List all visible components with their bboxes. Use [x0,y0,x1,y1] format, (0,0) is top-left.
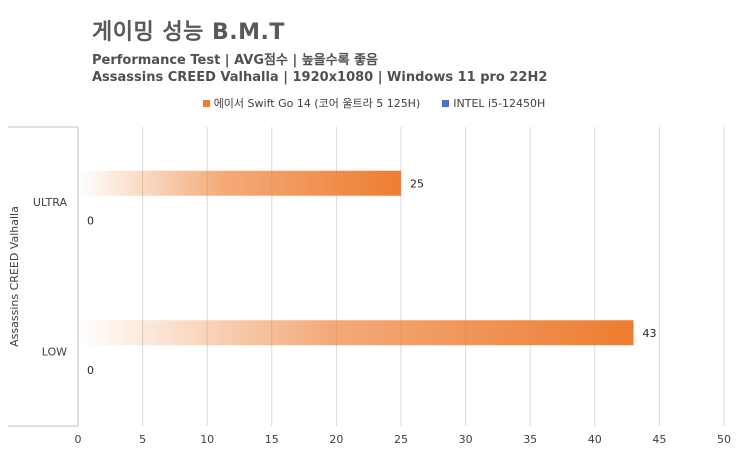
legend-item-series-1: 에이서 Swift Go 14 (코어 울트라 5 125H) [202,95,421,111]
x-tick-label: 40 [588,433,602,446]
data-label-series-1-low: 43 [643,327,657,340]
chart-legend: 에이서 Swift Go 14 (코어 울트라 5 125H) INTEL i5… [0,95,748,111]
x-tick-label: 30 [459,433,473,446]
legend-label-series-1: 에이서 Swift Go 14 (코어 울트라 5 125H) [213,97,421,110]
x-tick-label: 15 [265,433,279,446]
x-tick-label: 35 [523,433,537,446]
chart-subtitle-2: Assassins CREED Valhalla | 1920x1080 | W… [92,70,548,85]
bar-series-1-low [78,320,634,346]
data-label-series-1-ultra: 25 [410,177,424,190]
category-label-ultra: ULTRA [33,196,68,209]
data-label-series-2-ultra: 0 [87,214,94,227]
legend-label-series-2: INTEL i5-12450H [453,96,546,110]
category-label-low: LOW [42,345,67,358]
x-tick-label: 10 [200,433,214,446]
x-tick-label: 20 [329,433,343,446]
x-tick-label: 25 [394,433,408,446]
legend-swatch-series-2 [442,99,450,107]
chart-subtitle-1: Performance Test | AVG점수 | 높을수록 좋음 [92,53,379,68]
group-axis-label: Assassins CREED Valhalla [8,206,21,347]
x-tick-label: 45 [652,433,666,446]
bar-series-1-ultra [78,170,401,196]
x-tick-label: 0 [75,433,82,446]
x-tick-label: 50 [717,433,731,446]
legend-item-series-2: INTEL i5-12450H [442,95,545,111]
data-label-series-2-low: 0 [87,364,94,377]
legend-swatch-series-1 [202,99,210,107]
x-tick-label: 5 [139,433,146,446]
chart-title: 게이밍 성능 B.M.T [92,20,285,45]
